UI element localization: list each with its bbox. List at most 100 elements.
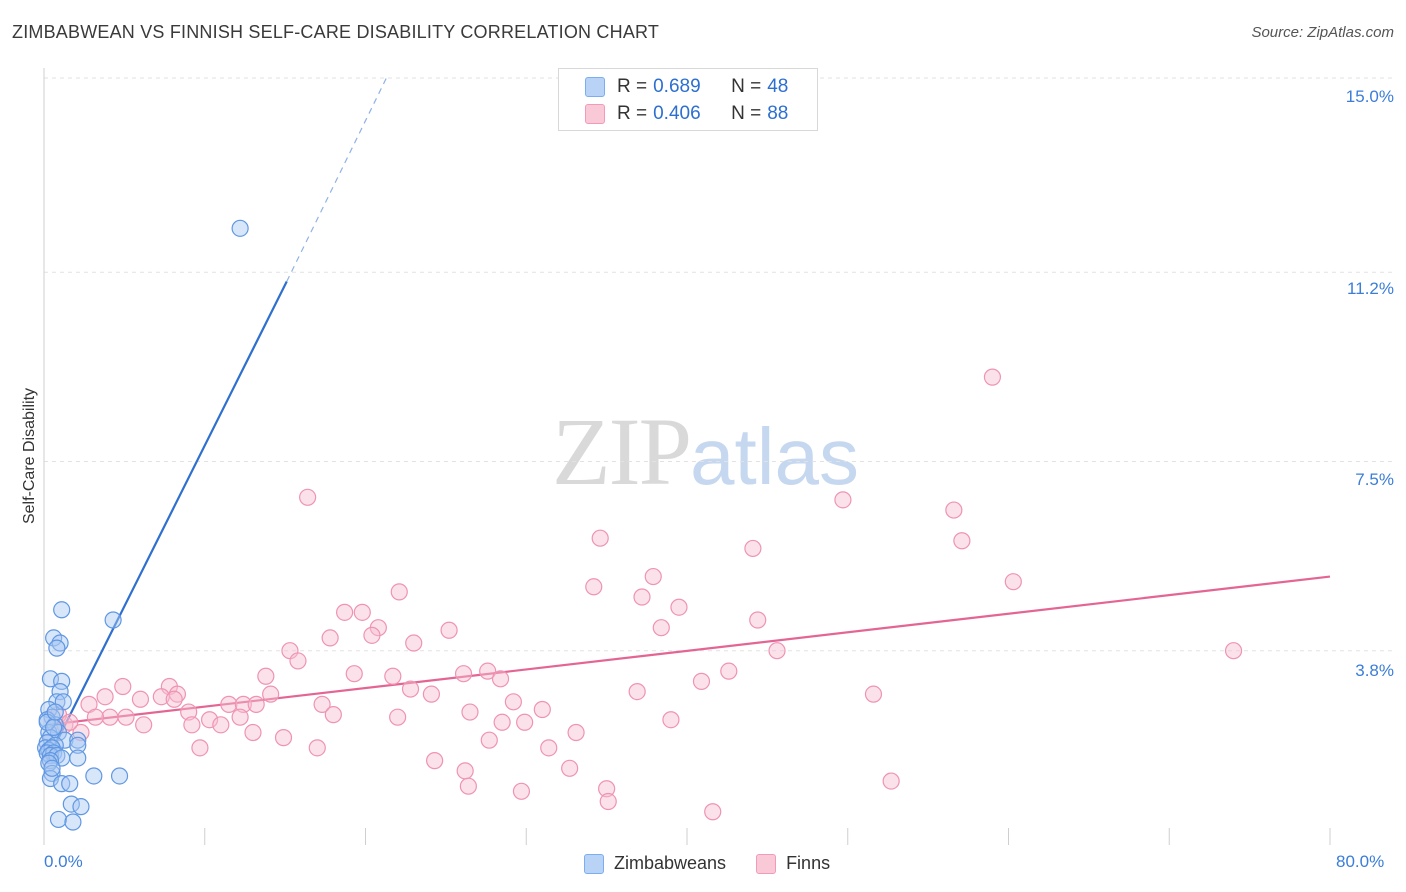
data-point-finns <box>422 685 441 703</box>
data-point-finns <box>200 711 219 729</box>
data-point-zimbabweans <box>46 703 64 721</box>
data-point-finns <box>180 703 198 721</box>
data-point-zimbabweans <box>69 749 87 767</box>
data-point-finns <box>244 723 262 742</box>
legend-r-value: 0.689 <box>653 76 701 97</box>
data-point-finns <box>585 578 603 596</box>
data-point-finns <box>165 690 183 708</box>
data-point-finns <box>662 711 680 729</box>
data-point-finns <box>247 695 265 713</box>
data-point-finns <box>353 603 371 621</box>
data-point-finns <box>628 682 646 701</box>
data-point-finns <box>390 583 408 601</box>
data-point-finns <box>336 603 354 621</box>
data-point-finns <box>86 708 105 726</box>
data-point-finns <box>456 762 474 780</box>
legend-n-value: 48 <box>767 76 789 97</box>
data-point-finns <box>289 652 307 670</box>
data-point-finns <box>212 716 230 734</box>
data-point-zimbabweans <box>43 759 61 777</box>
data-point-finns <box>401 680 420 698</box>
data-point-zimbabweans <box>41 670 60 688</box>
legend-n-label: N = <box>731 76 762 97</box>
watermark: ZIPatlas <box>552 404 859 500</box>
data-point-zimbabweans <box>104 611 122 629</box>
data-point-finns <box>1224 642 1243 660</box>
data-point-zimbabweans <box>61 775 79 793</box>
data-point-zimbabweans <box>64 813 82 831</box>
data-point-zimbabweans <box>53 601 71 619</box>
data-point-finns <box>345 665 363 683</box>
data-point-finns <box>96 688 114 706</box>
trendline-zimbabweans <box>46 281 288 762</box>
data-point-finns <box>864 685 883 703</box>
data-point-finns <box>117 708 135 726</box>
data-point-finns <box>440 621 458 639</box>
legend-label-finns: Finns <box>786 853 831 873</box>
data-point-zimbabweans <box>72 798 90 816</box>
data-point-finns <box>479 662 497 680</box>
data-point-finns <box>504 693 522 711</box>
y-tick-label: 11.2% <box>1347 279 1394 298</box>
data-point-finns <box>561 759 579 777</box>
data-point-finns <box>491 670 510 688</box>
legend-row-zimbabweans: R = 0.689 N = 48 <box>585 75 788 99</box>
data-point-finns <box>426 752 444 770</box>
trendline-finns <box>47 575 1331 726</box>
data-point-finns <box>308 739 326 757</box>
legend-swatch-blue <box>585 77 605 97</box>
data-point-finns <box>389 708 407 726</box>
legend-swatch-pink <box>585 104 605 124</box>
data-point-finns <box>882 772 900 790</box>
data-point-finns <box>152 688 170 706</box>
data-point-finns <box>262 685 280 703</box>
data-point-finns <box>101 708 119 726</box>
x-tick-label: 0.0% <box>44 852 83 871</box>
data-point-finns <box>692 672 711 690</box>
series-legend: Zimbabweans Finns <box>584 853 860 874</box>
legend-r-value: 0.406 <box>653 103 701 124</box>
data-point-finns <box>135 716 153 734</box>
axes <box>43 68 1331 845</box>
data-point-finns <box>231 708 249 726</box>
data-point-finns <box>384 667 402 685</box>
data-point-finns <box>493 713 511 731</box>
data-point-finns <box>257 667 275 685</box>
data-point-finns <box>953 532 971 550</box>
y-tick-label: 15.0% <box>1345 87 1394 106</box>
data-point-finns <box>516 713 534 731</box>
data-point-finns <box>313 695 331 713</box>
data-point-finns <box>567 723 585 742</box>
watermark-atlas: atlas <box>690 412 859 501</box>
data-point-finns <box>274 729 293 747</box>
data-point-finns <box>599 792 617 811</box>
data-point-finns <box>321 629 339 647</box>
data-point-finns <box>834 491 852 509</box>
data-points <box>37 219 1243 831</box>
y-tick-label: 3.8% <box>1355 661 1394 680</box>
data-point-finns <box>670 598 688 616</box>
legend-swatch-pink <box>756 853 777 874</box>
data-point-finns <box>461 703 479 721</box>
data-point-finns <box>533 700 551 719</box>
data-point-finns <box>768 642 786 660</box>
legend-item-finns[interactable]: Finns <box>756 853 830 874</box>
data-point-zimbabweans <box>56 731 74 749</box>
data-point-zimbabweans <box>48 639 66 657</box>
data-point-finns <box>191 739 209 757</box>
chart-source: Source: ZipAtlas.com <box>1251 24 1394 41</box>
data-point-zimbabweans <box>110 767 129 785</box>
y-tick-label: 7.5% <box>1355 470 1394 489</box>
data-point-finns <box>540 739 558 757</box>
correlation-legend: R = 0.689 N = 48 R = 0.406 N = 88 <box>558 68 818 131</box>
data-point-finns <box>633 588 651 606</box>
watermark-zip: ZIP <box>552 398 692 505</box>
data-point-finns <box>744 539 762 558</box>
data-point-zimbabweans <box>69 736 87 754</box>
data-point-finns <box>591 529 609 547</box>
data-point-finns <box>114 677 132 696</box>
legend-item-zimbabweans[interactable]: Zimbabweans <box>584 853 726 874</box>
data-point-finns <box>720 662 738 680</box>
data-point-finns <box>454 665 473 683</box>
